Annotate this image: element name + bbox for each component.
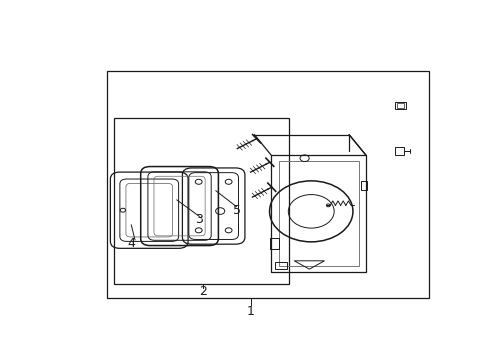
Text: 3: 3 [195,213,203,226]
Bar [279,161,358,266]
Text: 2: 2 [199,285,207,298]
Bar [271,156,366,272]
Bar [395,147,403,156]
Bar [269,238,279,249]
Bar [396,103,403,108]
Bar [360,181,366,190]
Bar [275,262,286,269]
Text: 1: 1 [246,305,254,318]
Text: 4: 4 [127,237,135,250]
Text: 5: 5 [232,203,240,217]
Bar [114,118,288,284]
Bar [394,103,405,109]
Bar [106,71,428,298]
